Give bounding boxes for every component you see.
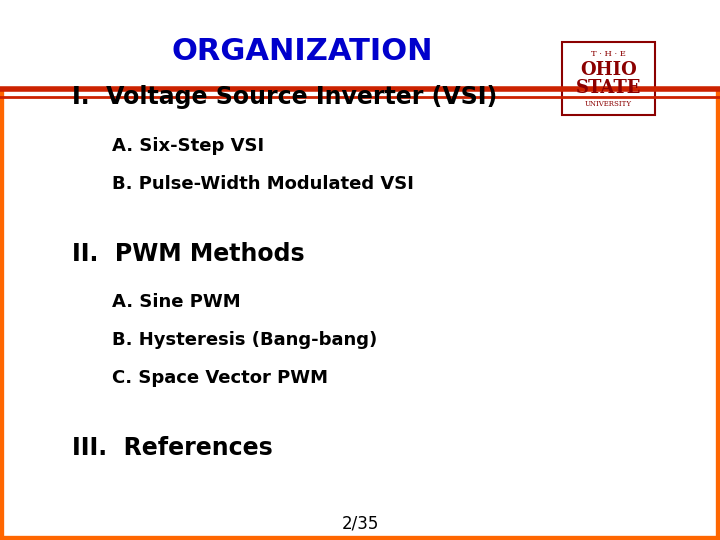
- Text: T · H · E: T · H · E: [591, 50, 626, 58]
- Text: 2/35: 2/35: [341, 515, 379, 533]
- Text: B. Pulse-Width Modulated VSI: B. Pulse-Width Modulated VSI: [112, 174, 413, 193]
- Text: A. Six-Step VSI: A. Six-Step VSI: [112, 137, 264, 155]
- Text: C. Space Vector PWM: C. Space Vector PWM: [112, 369, 328, 387]
- Text: OHIO: OHIO: [580, 61, 636, 79]
- Bar: [562, 42, 655, 115]
- Text: A. Sine PWM: A. Sine PWM: [112, 293, 240, 312]
- Bar: [0, 0, 720, 89]
- Text: UNIVERSITY: UNIVERSITY: [585, 100, 632, 108]
- Text: B. Hysteresis (Bang-bang): B. Hysteresis (Bang-bang): [112, 331, 377, 349]
- Text: ORGANIZATION: ORGANIZATION: [171, 37, 433, 66]
- Text: II.  PWM Methods: II. PWM Methods: [72, 242, 305, 266]
- Text: I.  Voltage Source Inverter (VSI): I. Voltage Source Inverter (VSI): [72, 85, 498, 109]
- Text: STATE: STATE: [576, 79, 641, 97]
- Text: III.  References: III. References: [72, 436, 273, 460]
